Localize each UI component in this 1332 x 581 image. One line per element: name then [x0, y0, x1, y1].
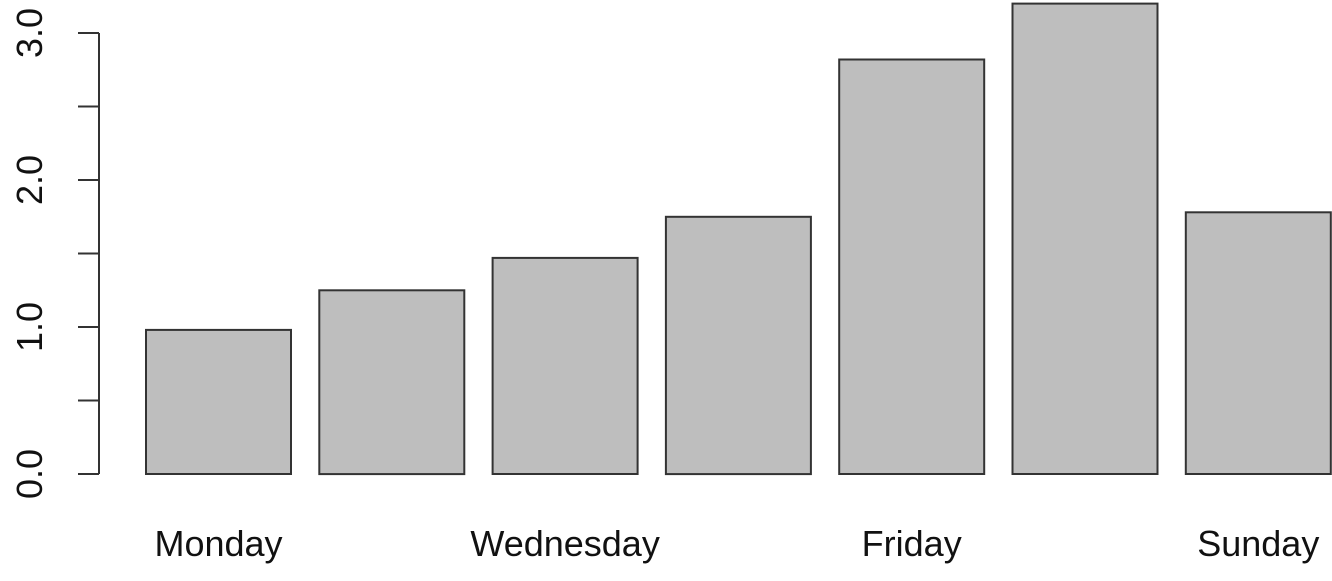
x-category-label: Sunday	[1197, 523, 1319, 564]
y-tick-label: 1.0	[9, 302, 50, 352]
y-axis: 0.0 1.0 2.0 3.0	[9, 8, 100, 499]
y-tick-label: 0.0	[9, 449, 50, 499]
bar-monday	[145, 328, 292, 475]
x-category-label: Wednesday	[470, 523, 659, 564]
x-category-label: Friday	[862, 523, 962, 564]
bar-thursday	[664, 215, 812, 476]
bar-tuesday	[318, 289, 466, 476]
x-category-label: Monday	[154, 523, 282, 564]
bar-sunday	[1184, 211, 1332, 476]
x-axis-labels: Monday Wednesday Friday Sunday	[154, 523, 1319, 564]
bar-wednesday	[491, 256, 639, 475]
bar-friday	[838, 58, 986, 475]
y-tick-label: 3.0	[9, 8, 50, 58]
y-tick-label: 2.0	[9, 155, 50, 205]
bars	[145, 2, 1332, 476]
bar-saturday	[1011, 2, 1159, 475]
